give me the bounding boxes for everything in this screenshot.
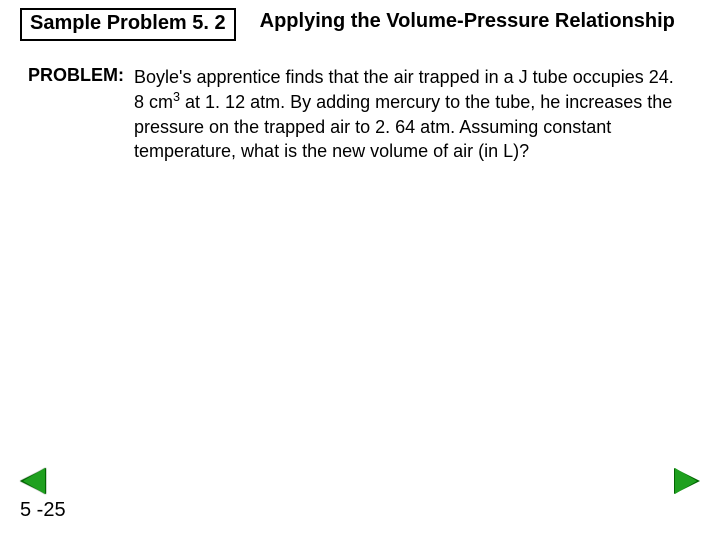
problem-block: PROBLEM: Boyle's apprentice finds that t… xyxy=(0,41,720,163)
page-title: Applying the Volume-Pressure Relationshi… xyxy=(260,8,675,33)
next-slide-button[interactable] xyxy=(674,468,700,494)
arrow-left-icon xyxy=(20,468,46,494)
arrow-right-icon xyxy=(674,468,700,494)
prev-slide-button[interactable] xyxy=(20,468,46,494)
page-number: 5 -25 xyxy=(20,499,66,522)
problem-label: PROBLEM: xyxy=(28,65,124,86)
problem-text: Boyle's apprentice finds that the air tr… xyxy=(134,65,674,163)
sample-problem-box: Sample Problem 5. 2 xyxy=(20,8,236,41)
